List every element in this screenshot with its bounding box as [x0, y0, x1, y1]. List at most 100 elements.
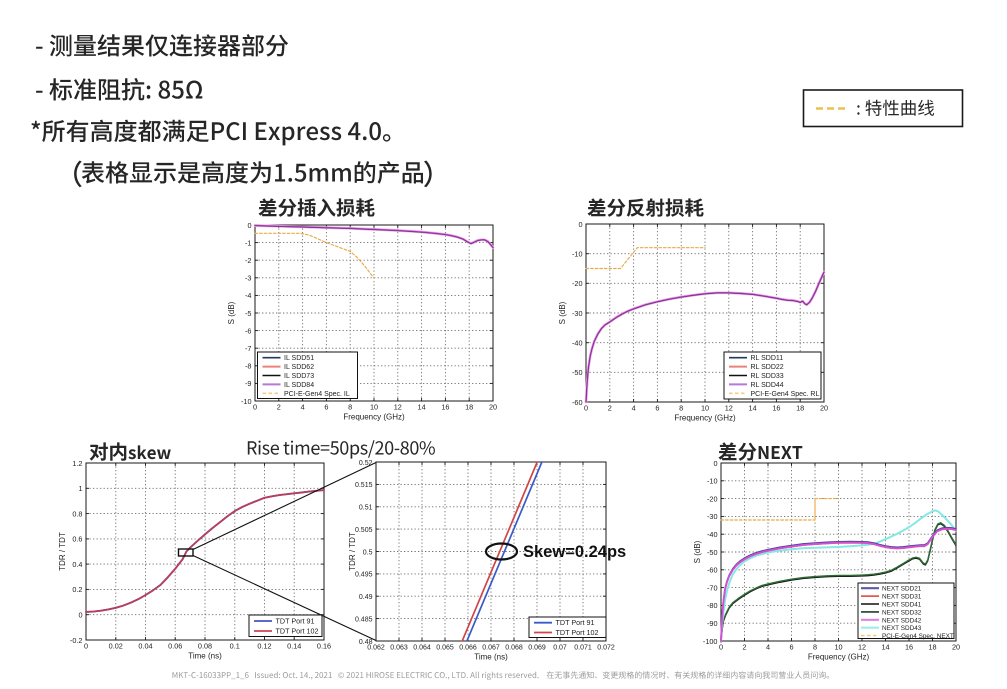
svg-text:0.08: 0.08 — [198, 642, 212, 651]
svg-text:16: 16 — [905, 643, 913, 652]
svg-text:12: 12 — [394, 403, 402, 412]
svg-text:-90: -90 — [707, 619, 718, 628]
svg-text:0.062: 0.062 — [367, 645, 385, 652]
svg-text:Frequency (GHz): Frequency (GHz) — [674, 414, 736, 423]
svg-text:18: 18 — [465, 403, 473, 412]
svg-text:NEXT SDD41: NEXT SDD41 — [882, 602, 922, 609]
svg-text:-6: -6 — [245, 326, 252, 335]
svg-text:IL SDD84: IL SDD84 — [284, 382, 314, 389]
svg-text:20: 20 — [952, 643, 960, 652]
svg-text:14: 14 — [418, 403, 426, 412]
svg-text:RL SDD22: RL SDD22 — [751, 364, 784, 371]
svg-text:S (dB): S (dB) — [227, 301, 236, 324]
svg-text:-4: -4 — [245, 291, 252, 300]
svg-text:16: 16 — [772, 404, 780, 413]
svg-text:Time (ns): Time (ns) — [188, 652, 222, 661]
svg-text:0.02: 0.02 — [109, 642, 123, 651]
svg-text:TDR / TDT: TDR / TDT — [58, 532, 67, 571]
svg-text:NEXT SDD42: NEXT SDD42 — [882, 617, 922, 624]
svg-text:0: 0 — [247, 221, 251, 230]
svg-text:-10: -10 — [707, 477, 718, 486]
svg-text:8: 8 — [679, 404, 683, 413]
svg-text:-40: -40 — [572, 338, 583, 347]
svg-text:Skew=0.24ps: Skew=0.24ps — [523, 543, 626, 561]
svg-text:RL SDD44: RL SDD44 — [751, 382, 784, 389]
svg-text:16: 16 — [441, 403, 449, 412]
svg-text:NEXT SDD21: NEXT SDD21 — [882, 586, 922, 593]
svg-text:0.064: 0.064 — [413, 645, 431, 652]
svg-text:0.06: 0.06 — [168, 642, 182, 651]
svg-text:0.2: 0.2 — [72, 585, 82, 594]
svg-text:20: 20 — [820, 404, 828, 413]
svg-text:TDT Port 102: TDT Port 102 — [276, 627, 319, 636]
svg-text:0: 0 — [253, 403, 257, 412]
svg-text:TDR / TDT: TDR / TDT — [348, 532, 357, 571]
svg-text:PCI-E-Gen4 Spec. IL: PCI-E-Gen4 Spec. IL — [284, 391, 350, 398]
svg-text:0.12: 0.12 — [257, 642, 271, 651]
svg-text:0.6: 0.6 — [72, 535, 82, 544]
svg-text:-8: -8 — [245, 362, 252, 371]
svg-text:0.52: 0.52 — [359, 460, 373, 467]
svg-text:0.495: 0.495 — [355, 572, 373, 579]
svg-text:0.07: 0.07 — [553, 645, 567, 652]
svg-text:6: 6 — [655, 404, 659, 413]
svg-text:IL SDD73: IL SDD73 — [284, 373, 314, 380]
svg-text:TDT Port 91: TDT Port 91 — [276, 617, 315, 626]
svg-text:NEXT SDD31: NEXT SDD31 — [882, 594, 922, 601]
svg-text:-20: -20 — [572, 279, 583, 288]
svg-text:0.16: 0.16 — [317, 642, 331, 651]
svg-text:IL SDD62: IL SDD62 — [284, 364, 314, 371]
svg-text:-100: -100 — [703, 637, 718, 646]
svg-text:Frequency (GHz): Frequency (GHz) — [343, 413, 405, 422]
svg-text:1.2: 1.2 — [72, 459, 82, 468]
svg-text:4: 4 — [766, 643, 770, 652]
svg-text:10: 10 — [370, 403, 378, 412]
svg-text:0: 0 — [578, 220, 582, 229]
svg-text:12: 12 — [725, 404, 733, 413]
svg-text:14: 14 — [749, 404, 757, 413]
svg-text:0.063: 0.063 — [390, 645, 408, 652]
svg-text:0.48: 0.48 — [359, 639, 373, 646]
svg-text:0.067: 0.067 — [482, 645, 500, 652]
svg-text:-7: -7 — [245, 344, 252, 353]
svg-text:0.49: 0.49 — [359, 594, 373, 601]
svg-text:2: 2 — [608, 404, 612, 413]
svg-text:0.071: 0.071 — [574, 645, 592, 652]
svg-text:Time (ns): Time (ns) — [474, 653, 508, 662]
svg-text:0: 0 — [719, 643, 723, 652]
svg-text:0.04: 0.04 — [138, 642, 152, 651]
svg-text:TDT Port 91: TDT Port 91 — [556, 618, 595, 627]
svg-text:8: 8 — [813, 643, 817, 652]
svg-text:-50: -50 — [572, 368, 583, 377]
svg-text:2: 2 — [742, 643, 746, 652]
svg-text:4: 4 — [301, 403, 305, 412]
svg-text:0.14: 0.14 — [287, 642, 301, 651]
svg-text:10: 10 — [701, 404, 709, 413]
svg-text:0.4: 0.4 — [72, 560, 82, 569]
svg-text:20: 20 — [489, 403, 497, 412]
svg-text:NEXT SDD32: NEXT SDD32 — [882, 609, 922, 616]
svg-text:12: 12 — [858, 643, 866, 652]
svg-text:18: 18 — [796, 404, 804, 413]
svg-text:PCI-E-Gen4 Spec. RL: PCI-E-Gen4 Spec. RL — [751, 391, 820, 398]
svg-text:-5: -5 — [245, 309, 252, 318]
svg-text:14: 14 — [881, 643, 889, 652]
svg-text:0: 0 — [84, 642, 88, 651]
svg-text:0.065: 0.065 — [436, 645, 454, 652]
svg-text:Frequency (GHz): Frequency (GHz) — [808, 653, 870, 662]
svg-text:0.51: 0.51 — [359, 505, 373, 512]
svg-text:0: 0 — [78, 611, 82, 620]
svg-text:IL SDD51: IL SDD51 — [284, 355, 314, 362]
svg-text:-70: -70 — [707, 583, 718, 592]
svg-text:8: 8 — [348, 403, 352, 412]
svg-text:10: 10 — [834, 643, 842, 652]
svg-text:0: 0 — [713, 459, 717, 468]
svg-text:-30: -30 — [572, 309, 583, 318]
svg-text:0.485: 0.485 — [355, 616, 373, 623]
svg-text:1: 1 — [78, 484, 82, 493]
svg-text:-0.2: -0.2 — [70, 636, 83, 645]
svg-text:-80: -80 — [707, 601, 718, 610]
svg-text:6: 6 — [789, 643, 793, 652]
svg-text:-2: -2 — [245, 256, 252, 265]
svg-text:-1: -1 — [245, 238, 252, 247]
